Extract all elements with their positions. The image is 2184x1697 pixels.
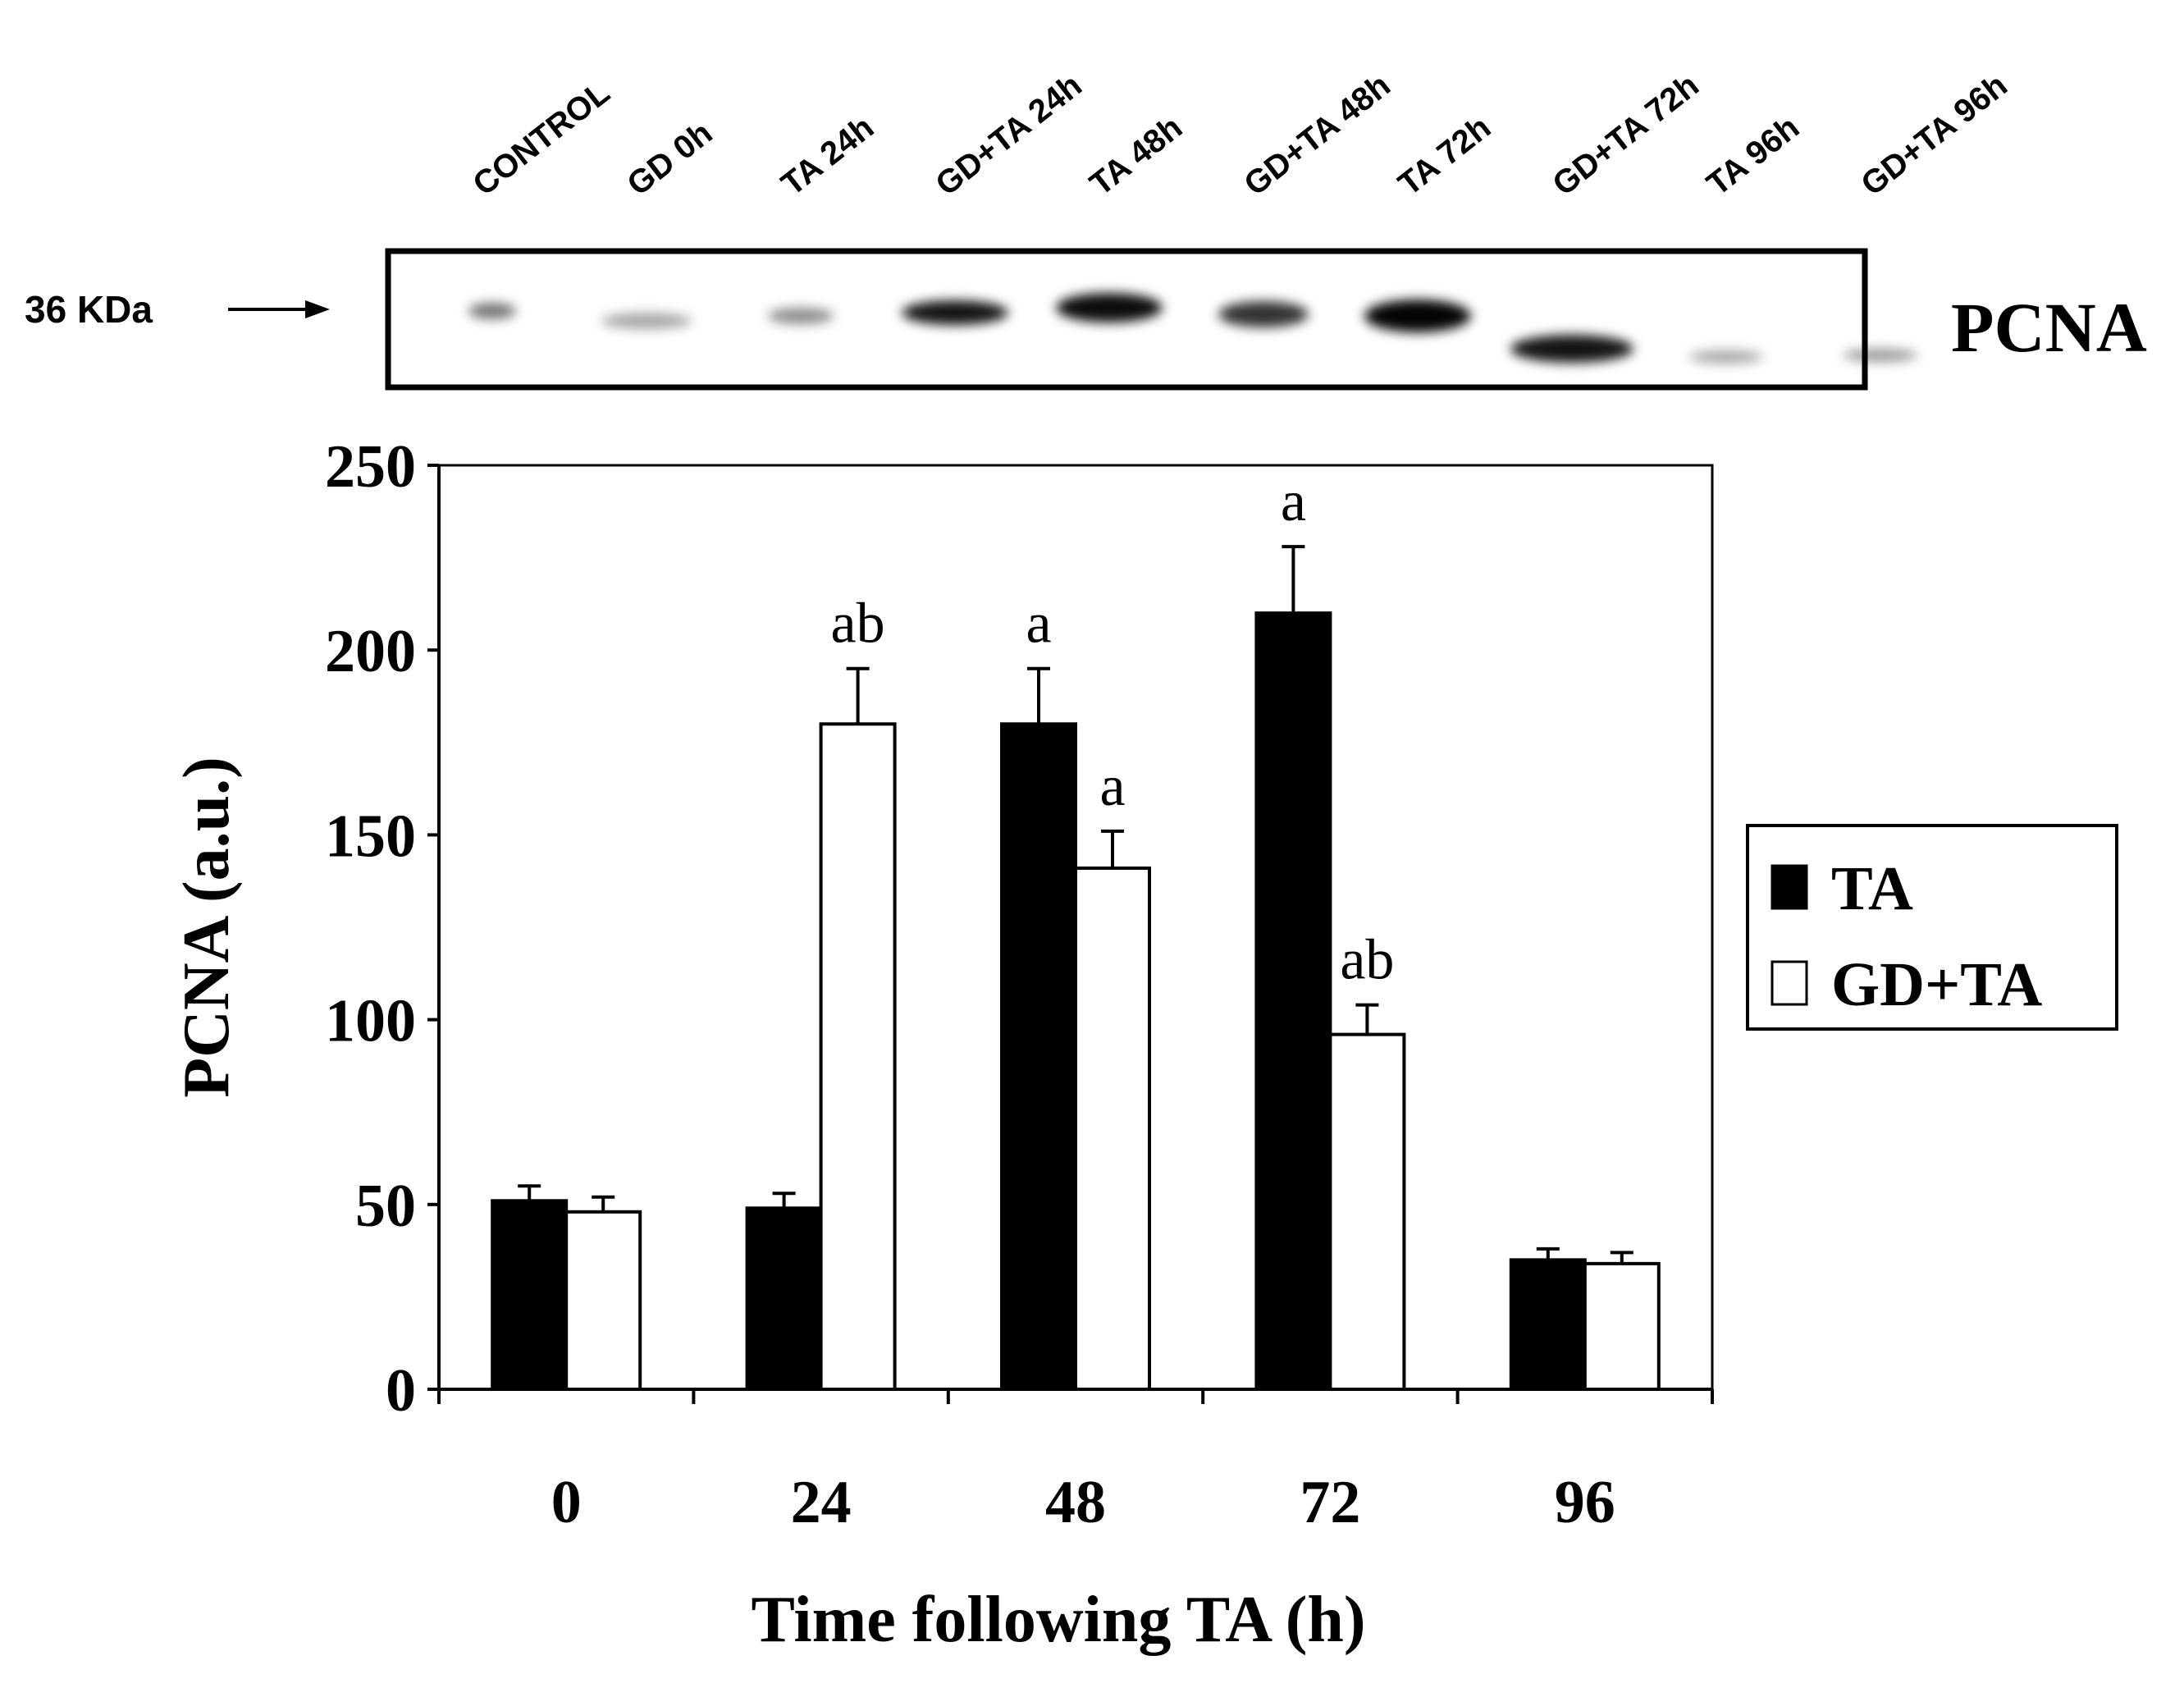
significance-label: a	[1026, 592, 1051, 656]
blot-band	[1510, 335, 1633, 363]
lane-label: GD+TA 48h	[1237, 67, 1396, 203]
lane-label: TA 72h	[1391, 109, 1497, 203]
significance-label: a	[1281, 470, 1306, 533]
x-tick-label: 72	[1300, 1469, 1360, 1536]
bar-gd-ta	[1074, 866, 1151, 1392]
bar-gd-ta	[564, 1210, 642, 1391]
significance-annotations: a a ab a ab	[831, 470, 1395, 991]
bar-ta	[745, 1206, 823, 1391]
x-tick-label: 48	[1045, 1469, 1106, 1536]
significance-label: ab	[831, 592, 885, 656]
bar-ta	[1000, 722, 1077, 1391]
lane-label: TA 24h	[774, 109, 880, 203]
lane-label: TA 96h	[1700, 109, 1806, 203]
error-bars	[518, 545, 1633, 1264]
blot-band	[1056, 293, 1163, 322]
legend-label-gd-ta: GD+TA	[1831, 950, 2042, 1019]
blot-band	[902, 300, 1008, 325]
bar-gd-ta	[1328, 1032, 1406, 1391]
legend-frame	[1746, 824, 2118, 1031]
x-tick-label: 0	[551, 1469, 582, 1536]
lane-label: GD 0h	[620, 115, 719, 203]
lane-label: GD+TA 24h	[929, 67, 1088, 203]
y-axis-ticks: 0 50 100 150 200 250	[325, 433, 439, 1425]
lane-label: GD+TA 96h	[1854, 67, 2013, 203]
y-tick-label: 200	[325, 618, 416, 685]
x-axis-ticks: 0 24 48 72 96	[437, 1389, 1714, 1536]
marker-label: 36 KDa	[25, 288, 153, 331]
y-axis-title: PCNA (a.u.)	[171, 757, 243, 1098]
bar-ta	[1509, 1258, 1587, 1391]
blot-bands	[468, 293, 1917, 364]
y-tick-label: 0	[386, 1357, 416, 1425]
bar-ta	[1254, 611, 1332, 1391]
lane-label: TA 48h	[1083, 109, 1189, 203]
bar-chart: 0 50 100 150 200 250 0 24 48 72 96 a a ab a ab PCNA (…	[171, 433, 2118, 1656]
blot-band	[1218, 301, 1309, 327]
y-tick-label: 50	[355, 1173, 416, 1240]
blot-band	[1844, 349, 1917, 362]
y-tick-label: 150	[325, 803, 416, 870]
blot-protein-label: PCNA	[1951, 288, 2147, 367]
lane-label: CONTROL	[466, 75, 616, 203]
lane-label: GD+TA 72h	[1546, 67, 1705, 203]
blot-band	[601, 313, 692, 329]
bar-gd-ta	[819, 722, 897, 1391]
y-tick-label: 100	[325, 988, 416, 1055]
legend: TA GD+TA	[1746, 824, 2118, 1031]
legend-swatch-ta	[1771, 864, 1808, 910]
legend-label-ta: TA	[1831, 854, 1913, 923]
bar-gd-ta	[1583, 1261, 1661, 1392]
marker-arrow-head	[305, 300, 330, 318]
blot-band	[1364, 300, 1471, 332]
y-tick-label: 250	[325, 433, 416, 501]
blot-band	[468, 303, 516, 319]
x-axis-title: Time following TA (h)	[752, 1584, 1366, 1656]
x-tick-label: 24	[791, 1469, 852, 1536]
x-tick-label: 96	[1555, 1469, 1615, 1536]
significance-label: ab	[1340, 929, 1394, 992]
legend-swatch-gd-ta	[1771, 960, 1808, 1006]
bar-ta	[491, 1199, 569, 1392]
blot-band	[1689, 350, 1763, 364]
bars	[491, 611, 1661, 1392]
blot-band	[768, 308, 834, 324]
significance-label: a	[1099, 755, 1125, 818]
